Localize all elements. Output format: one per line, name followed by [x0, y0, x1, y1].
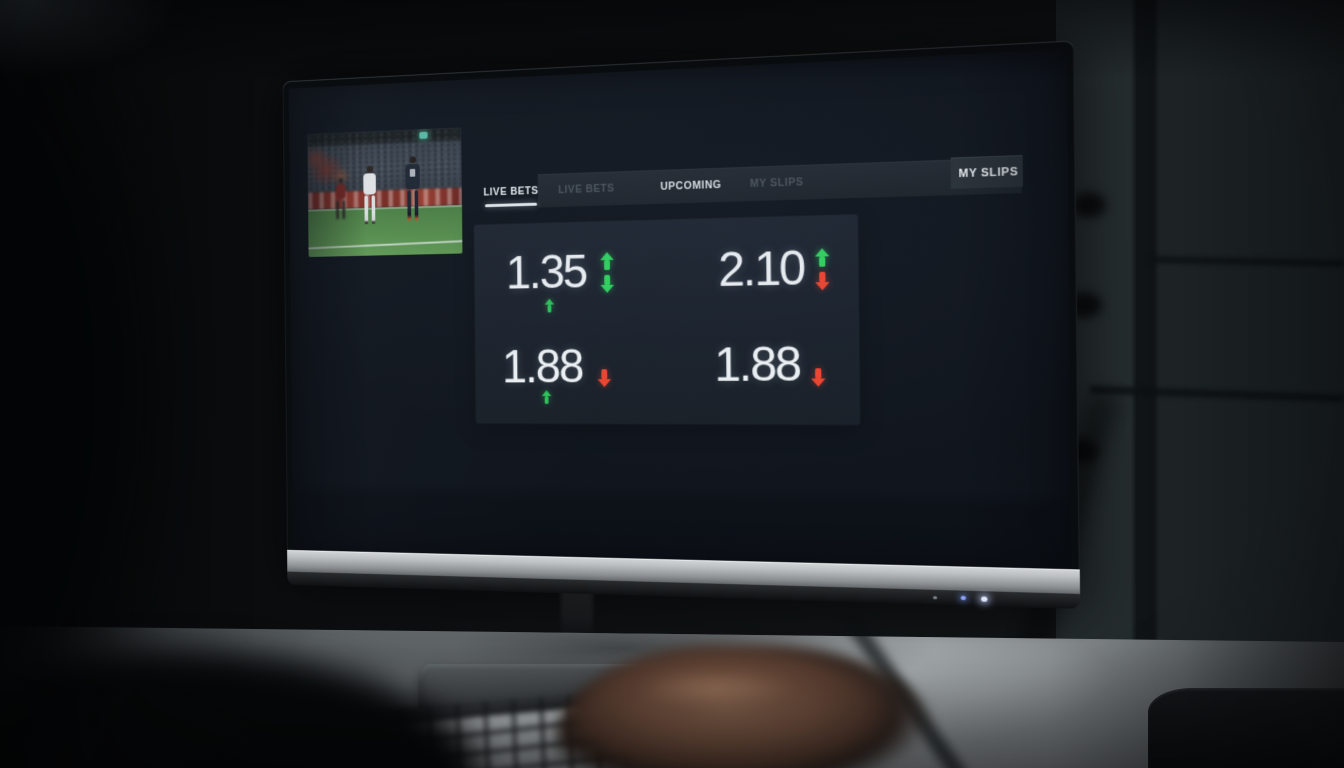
tab-live-bets[interactable]: LIVE BETS [483, 185, 538, 199]
odds-down-icon [600, 274, 614, 292]
foreground-silhouette-left [0, 0, 230, 768]
odds-cell-3[interactable]: 1.88 [492, 325, 664, 417]
pitch [308, 205, 462, 257]
odds-panel: 1.35 2.10 1.88 1.88 [474, 214, 860, 424]
odds-cell-1[interactable]: 1.35 [491, 230, 663, 316]
odds-value: 1.88 [502, 339, 583, 393]
odds-cell-2[interactable]: 2.10 [693, 225, 845, 313]
tab-my-slips[interactable]: MY SLIPS [958, 166, 1018, 181]
odds-value: 1.35 [506, 244, 587, 300]
power-led-bright [981, 596, 988, 601]
pitch-line [307, 240, 462, 250]
scene: LIVE BETS LIVE BETS UPCOMING MY SLIPS MY… [0, 0, 1344, 768]
desk-object [1148, 688, 1344, 768]
stadium-crowd [307, 127, 461, 192]
odds-cell-4[interactable]: 1.88 [694, 323, 846, 418]
odds-value: 2.10 [718, 240, 804, 298]
player-dark-kit [401, 156, 425, 221]
odds-up-icon [815, 248, 830, 267]
player-white-kit [359, 165, 381, 224]
odds-up-ghost-icon [542, 390, 552, 404]
odds-value: 1.88 [714, 337, 800, 393]
player-red-kit [332, 178, 348, 219]
power-led-blue [961, 596, 966, 600]
active-tab-underline [485, 203, 537, 208]
live-video-thumbnail[interactable] [307, 127, 462, 257]
odds-down-icon [815, 271, 830, 290]
cabinet-knob [1072, 192, 1106, 218]
odds-up-ghost-icon [544, 298, 554, 312]
odds-up-icon [600, 251, 614, 269]
tab-live-bets-ghost: LIVE BETS [558, 182, 615, 196]
screen: LIVE BETS LIVE BETS UPCOMING MY SLIPS MY… [289, 49, 1072, 569]
stadium-scoreboard-light [419, 132, 427, 139]
tab-my-slips-ghost: MY SLIPS [750, 176, 804, 190]
odds-down-icon [811, 369, 826, 387]
monitor: LIVE BETS LIVE BETS UPCOMING MY SLIPS MY… [283, 40, 1081, 608]
background-cabinet [1056, 0, 1344, 652]
power-led-dim [933, 596, 937, 599]
odds-down-icon [597, 369, 611, 387]
tab-upcoming[interactable]: UPCOMING [660, 179, 721, 193]
